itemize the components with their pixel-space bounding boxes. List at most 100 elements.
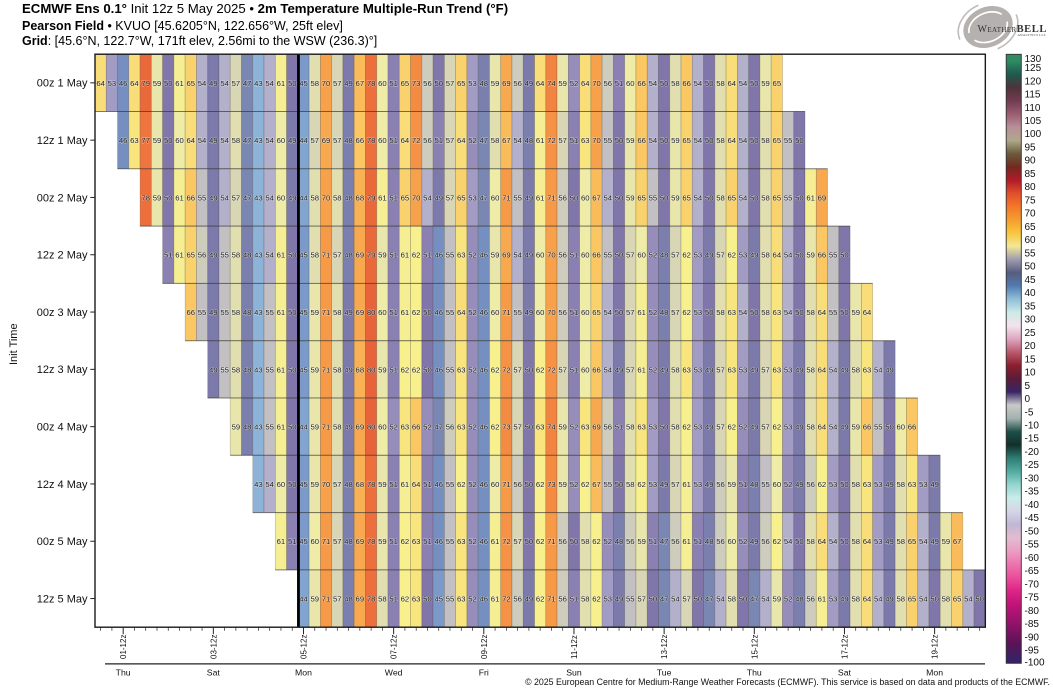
svg-text:53: 53 (108, 79, 117, 88)
svg-text:51: 51 (389, 537, 398, 546)
svg-text:-90: -90 (1025, 632, 1040, 643)
svg-text:Thu: Thu (116, 668, 131, 678)
svg-text:50: 50 (423, 308, 432, 317)
svg-text:55: 55 (1025, 248, 1037, 259)
svg-text:50: 50 (660, 423, 669, 432)
svg-text:70: 70 (322, 193, 331, 202)
svg-text:54: 54 (739, 193, 748, 202)
svg-text:50: 50 (840, 308, 849, 317)
svg-text:53: 53 (874, 537, 883, 546)
svg-text:55: 55 (446, 365, 455, 374)
svg-text:50: 50 (840, 480, 849, 489)
svg-text:58: 58 (897, 537, 906, 546)
svg-text:66: 66 (682, 79, 691, 88)
svg-text:45: 45 (299, 308, 308, 317)
svg-text:72: 72 (502, 365, 511, 374)
svg-text:64: 64 (581, 79, 590, 88)
svg-text:63: 63 (727, 308, 736, 317)
svg-text:48: 48 (243, 251, 252, 260)
svg-text:55: 55 (513, 193, 522, 202)
svg-text:00z 1 May: 00z 1 May (37, 78, 88, 90)
svg-text:52: 52 (468, 537, 477, 546)
svg-text:12z 1 May: 12z 1 May (37, 135, 88, 147)
svg-text:65: 65 (773, 193, 782, 202)
svg-text:58: 58 (378, 594, 387, 603)
svg-text:50: 50 (795, 136, 804, 145)
svg-text:58: 58 (333, 365, 342, 374)
svg-text:44: 44 (299, 423, 308, 432)
svg-text:49: 49 (209, 365, 218, 374)
svg-text:62: 62 (818, 480, 827, 489)
svg-text:47: 47 (243, 193, 252, 202)
svg-text:60: 60 (277, 480, 286, 489)
svg-text:30: 30 (1025, 315, 1037, 326)
svg-text:52: 52 (423, 423, 432, 432)
svg-text:58: 58 (761, 308, 770, 317)
svg-text:60: 60 (536, 251, 545, 260)
svg-text:64: 64 (863, 594, 872, 603)
svg-text:69: 69 (356, 594, 365, 603)
svg-text:57: 57 (333, 251, 342, 260)
svg-text:49: 49 (750, 423, 759, 432)
svg-text:64: 64 (818, 537, 827, 546)
svg-text:-80: -80 (1025, 606, 1040, 617)
svg-text:50: 50 (615, 251, 624, 260)
svg-text:50: 50 (705, 308, 714, 317)
svg-text:54: 54 (694, 79, 703, 88)
svg-text:57: 57 (232, 79, 241, 88)
svg-text:58: 58 (671, 365, 680, 374)
svg-text:63: 63 (581, 423, 590, 432)
svg-text:52: 52 (784, 480, 793, 489)
svg-text:60: 60 (491, 480, 500, 489)
svg-text:64: 64 (727, 79, 736, 88)
svg-text:58: 58 (851, 480, 860, 489)
svg-text:49: 49 (344, 79, 353, 88)
svg-text:57: 57 (637, 594, 646, 603)
svg-text:57: 57 (558, 365, 567, 374)
svg-text:58: 58 (333, 308, 342, 317)
svg-text:55: 55 (874, 423, 883, 432)
svg-text:56: 56 (423, 136, 432, 145)
svg-text:72: 72 (547, 365, 556, 374)
svg-text:67: 67 (356, 79, 365, 88)
svg-text:46: 46 (119, 79, 128, 88)
svg-text:57: 57 (446, 193, 455, 202)
svg-text:61: 61 (277, 79, 286, 88)
svg-text:68: 68 (356, 480, 365, 489)
svg-text:52: 52 (468, 594, 477, 603)
svg-text:44: 44 (299, 594, 308, 603)
svg-text:69: 69 (592, 423, 601, 432)
svg-text:54: 54 (265, 136, 274, 145)
svg-text:50: 50 (694, 594, 703, 603)
svg-text:52: 52 (570, 79, 579, 88)
svg-text:50: 50 (705, 136, 714, 145)
svg-text:55: 55 (220, 308, 229, 317)
svg-text:53: 53 (784, 365, 793, 374)
svg-text:48: 48 (615, 537, 624, 546)
svg-text:53: 53 (694, 480, 703, 489)
svg-text:55: 55 (446, 537, 455, 546)
svg-text:50: 50 (570, 537, 579, 546)
svg-text:62: 62 (682, 308, 691, 317)
svg-text:73: 73 (547, 480, 556, 489)
svg-text:45: 45 (299, 537, 308, 546)
svg-text:50: 50 (795, 537, 804, 546)
svg-text:51: 51 (164, 251, 173, 260)
svg-text:55: 55 (265, 365, 274, 374)
svg-text:48: 48 (243, 308, 252, 317)
svg-text:52: 52 (468, 480, 477, 489)
svg-text:50: 50 (164, 193, 173, 202)
svg-text:60: 60 (727, 537, 736, 546)
svg-text:55: 55 (829, 308, 838, 317)
svg-text:48: 48 (344, 594, 353, 603)
svg-text:57: 57 (446, 79, 455, 88)
svg-text:54: 54 (739, 136, 748, 145)
svg-text:61: 61 (818, 594, 827, 603)
svg-text:56: 56 (603, 79, 612, 88)
svg-text:44: 44 (299, 193, 308, 202)
svg-text:57: 57 (333, 136, 342, 145)
svg-text:62: 62 (592, 594, 601, 603)
svg-text:48: 48 (243, 423, 252, 432)
svg-text:72: 72 (547, 136, 556, 145)
svg-text:49: 49 (705, 423, 714, 432)
